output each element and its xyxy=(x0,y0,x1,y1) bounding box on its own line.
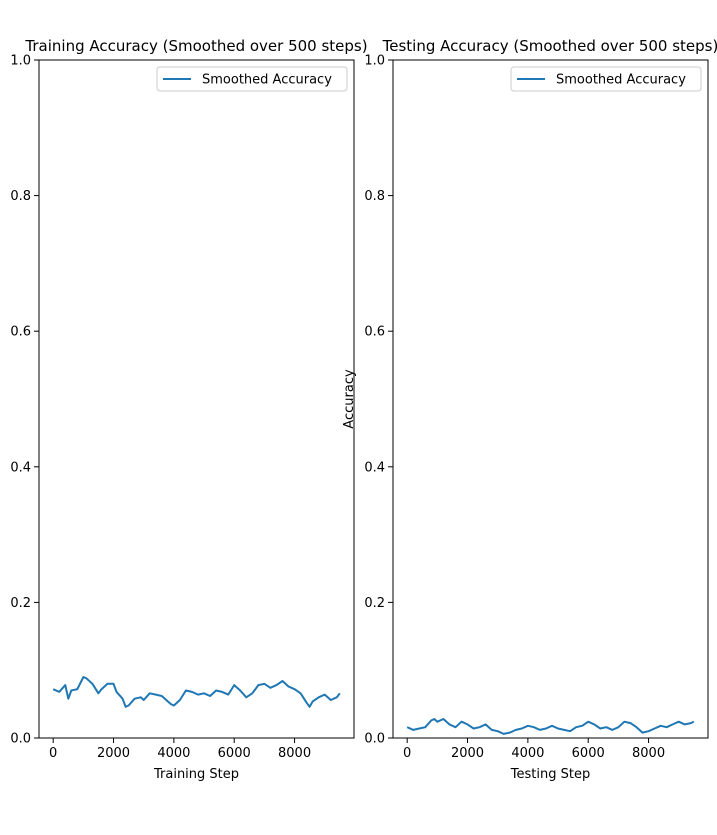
data-lines xyxy=(406,718,695,735)
y-tick-label: 0.2 xyxy=(10,596,31,611)
legend: Smoothed Accuracy xyxy=(156,66,348,92)
y-tick-label: 0.0 xyxy=(364,732,385,747)
x-tick-label: 6000 xyxy=(218,746,251,761)
x-tick-label: 8000 xyxy=(632,746,665,761)
y-tick-label: 0.8 xyxy=(364,189,385,204)
y-tick-label: 1.0 xyxy=(364,54,385,69)
y-tick-label: 0.4 xyxy=(364,460,385,475)
legend-label: Smoothed Accuracy xyxy=(556,73,686,88)
data-lines xyxy=(52,676,341,708)
x-tick-label: 4000 xyxy=(511,746,544,761)
x-axis-label: Training Step xyxy=(153,767,239,782)
y-tick-label: 0.2 xyxy=(364,596,385,611)
x-tick-label: 8000 xyxy=(278,746,311,761)
smoothed-accuracy-line xyxy=(52,676,341,708)
y-ticks: 0.0 0.2 0.4 0.6 0.8 1.0 xyxy=(364,54,393,747)
y-tick-label: 0.6 xyxy=(364,325,385,340)
smoothed-accuracy-line xyxy=(406,718,695,735)
testing-accuracy-subplot: 0 2000 4000 6000 8000 0.0 0.2 0.4 0.6 0.8 1.0 Tes… xyxy=(342,37,717,782)
training-accuracy-subplot: 0 2000 4000 6000 8000 0.0 0.2 0.4 0.6 0.8 1.0 Tra… xyxy=(10,37,367,782)
y-axis-label: Accuracy xyxy=(342,369,357,429)
legend-box xyxy=(510,66,702,92)
legend-box xyxy=(156,66,348,92)
legend: Smoothed Accuracy xyxy=(510,66,702,92)
y-tick-label: 1.0 xyxy=(10,54,31,69)
x-tick-label: 0 xyxy=(49,746,57,761)
y-tick-label: 0.6 xyxy=(10,325,31,340)
y-tick-label: 0.4 xyxy=(10,460,31,475)
legend-label: Smoothed Accuracy xyxy=(202,73,332,88)
y-tick-label: 0.8 xyxy=(10,189,31,204)
y-ticks: 0.0 0.2 0.4 0.6 0.8 1.0 xyxy=(10,54,39,747)
chart-title: Training Accuracy (Smoothed over 500 ste… xyxy=(24,37,367,55)
x-tick-label: 4000 xyxy=(157,746,190,761)
axes-frame xyxy=(38,59,355,739)
chart-title: Testing Accuracy (Smoothed over 500 step… xyxy=(382,37,717,55)
axes-frame xyxy=(392,59,709,739)
x-ticks: 0 2000 4000 6000 8000 xyxy=(403,738,665,761)
x-axis-label: Testing Step xyxy=(510,767,590,782)
x-tick-label: 2000 xyxy=(451,746,484,761)
x-tick-label: 2000 xyxy=(97,746,130,761)
y-tick-label: 0.0 xyxy=(10,732,31,747)
x-tick-label: 6000 xyxy=(572,746,605,761)
x-tick-label: 0 xyxy=(403,746,411,761)
x-ticks: 0 2000 4000 6000 8000 xyxy=(49,738,311,761)
